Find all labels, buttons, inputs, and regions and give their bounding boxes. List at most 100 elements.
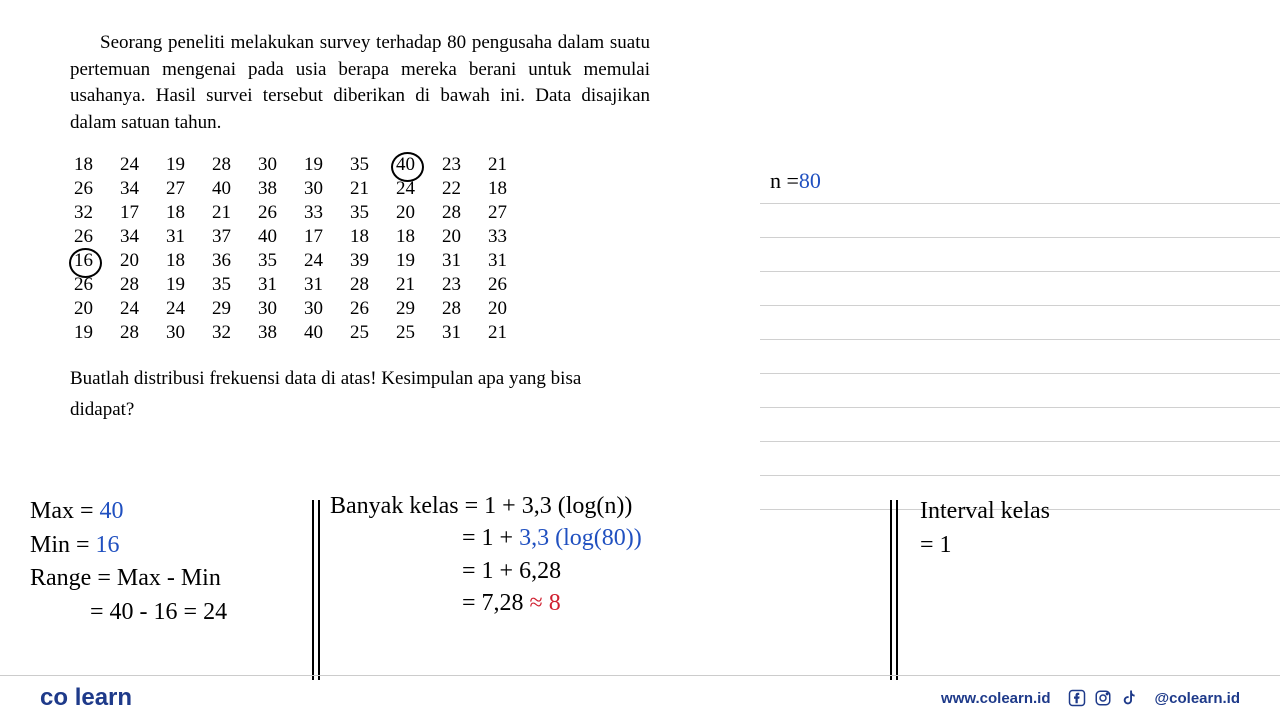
table-cell: 35: [350, 202, 372, 224]
table-cell: 24: [120, 154, 142, 176]
table-cell: 18: [350, 226, 372, 248]
table-cell: 35: [350, 154, 372, 176]
table-cell: 20: [74, 298, 96, 320]
hw-center-column: Banyak kelas = 1 + 3,3 (log(n)) = 1 + 3,…: [330, 490, 642, 620]
table-row: 18 24 19 28 30 19 35 40 23 21: [74, 154, 510, 176]
table-cell: 29: [396, 298, 418, 320]
table-cell: 23: [442, 274, 464, 296]
footer-right: www.colearn.id @colearn.id: [941, 688, 1240, 708]
table-cell: 27: [166, 178, 188, 200]
table-cell: 34: [120, 226, 142, 248]
table-row: 20242429303026292820: [74, 298, 510, 320]
table-cell: 31: [442, 322, 464, 344]
hw-right-column: Interval kelas = 1: [920, 495, 1050, 562]
table-cell: 23: [442, 154, 464, 176]
table-cell: 31: [258, 274, 280, 296]
problem-statement: Seorang peneliti melakukan survey terhad…: [70, 30, 650, 136]
table-cell: 19: [396, 250, 418, 272]
table-row: 26342740383021242218: [74, 178, 510, 200]
table-cell: 20: [442, 226, 464, 248]
table-cell: 17: [120, 202, 142, 224]
table-cell: 39: [350, 250, 372, 272]
table-cell: 28: [350, 274, 372, 296]
table-cell: 20: [488, 298, 510, 320]
table-cell: 40: [304, 322, 326, 344]
table-cell: 27: [488, 202, 510, 224]
table-cell: 21: [488, 322, 510, 344]
table-cell: 40: [212, 178, 234, 200]
table-row: 19 28 30 32 38 40 25 25 31 21: [74, 322, 510, 344]
divider-1a: [312, 500, 314, 680]
hw-left-column: Max = 40 Min = 16 Range = Max - Min = 40…: [30, 495, 227, 629]
table-cell: 34: [120, 178, 142, 200]
table-cell: 30: [166, 322, 188, 344]
table-cell: 30: [258, 154, 280, 176]
divider-1b: [318, 500, 320, 680]
table-cell: 38: [258, 322, 280, 344]
table-cell: 26: [74, 226, 96, 248]
divider-2a: [890, 500, 892, 680]
table-cell: 19: [166, 274, 188, 296]
table-cell: 19: [166, 154, 188, 176]
tiktok-icon: [1119, 688, 1139, 708]
table-cell: 19: [74, 322, 96, 344]
table-cell: 28: [212, 154, 234, 176]
footer: co learn www.colearn.id @colearn.id: [0, 675, 1280, 720]
question-text: Buatlah distribusi frekuensi data di ata…: [70, 364, 650, 425]
table-cell: 37: [212, 226, 234, 248]
table-cell: 35: [258, 250, 280, 272]
table-cell: 21: [212, 202, 234, 224]
table-cell: 30: [258, 298, 280, 320]
data-table: 1824192830193540232126342740383021242218…: [50, 152, 534, 346]
facebook-icon: [1067, 688, 1087, 708]
problem-content: Seorang peneliti melakukan survey terhad…: [0, 0, 720, 425]
table-row: 26 34 31 37 40 17 18 18 20 33: [74, 226, 510, 248]
table-cell: 31: [304, 274, 326, 296]
table-cell: 25: [350, 322, 372, 344]
notebook-lines: [760, 170, 1280, 510]
social-icons: [1067, 688, 1139, 708]
table-cell: 26: [258, 202, 280, 224]
table-cell: 33: [304, 202, 326, 224]
table-cell: 30: [304, 298, 326, 320]
table-cell: 26: [350, 298, 372, 320]
instagram-icon: [1093, 688, 1113, 708]
table-row: 32171821263335202827: [74, 202, 510, 224]
table-cell: 20: [396, 202, 418, 224]
table-cell: 24: [166, 298, 188, 320]
table-cell: 28: [120, 322, 142, 344]
table-cell: 18: [166, 202, 188, 224]
table-cell: 31: [488, 250, 510, 272]
divider-2b: [896, 500, 898, 680]
table-cell: 36: [212, 250, 234, 272]
table-cell: 20: [120, 250, 142, 272]
table-cell: 31: [442, 250, 464, 272]
table-cell: 28: [442, 202, 464, 224]
table-cell: 32: [212, 322, 234, 344]
logo: co learn: [40, 684, 132, 712]
table-cell: 33: [488, 226, 510, 248]
table-cell: 24: [304, 250, 326, 272]
table-cell: 30: [304, 178, 326, 200]
table-cell: 21: [488, 154, 510, 176]
table-cell: 18: [74, 154, 96, 176]
table-cell: 35: [212, 274, 234, 296]
hw-n-equals: n =80: [770, 168, 821, 194]
table-cell: 21: [396, 274, 418, 296]
table-cell: 21: [350, 178, 372, 200]
table-cell: 22: [442, 178, 464, 200]
table-cell: 25: [396, 322, 418, 344]
table-cell: 19: [304, 154, 326, 176]
table-cell: 29: [212, 298, 234, 320]
table-cell: 18: [396, 226, 418, 248]
table-cell: 28: [442, 298, 464, 320]
table-cell: 28: [120, 274, 142, 296]
website-url: www.colearn.id: [941, 690, 1050, 707]
table-cell: 26: [74, 178, 96, 200]
table-cell: 40: [258, 226, 280, 248]
table-cell: 40: [396, 154, 418, 176]
table-row: 26281935313128212326: [74, 274, 510, 296]
table-cell: 18: [166, 250, 188, 272]
table-cell: 31: [166, 226, 188, 248]
table-cell: 17: [304, 226, 326, 248]
